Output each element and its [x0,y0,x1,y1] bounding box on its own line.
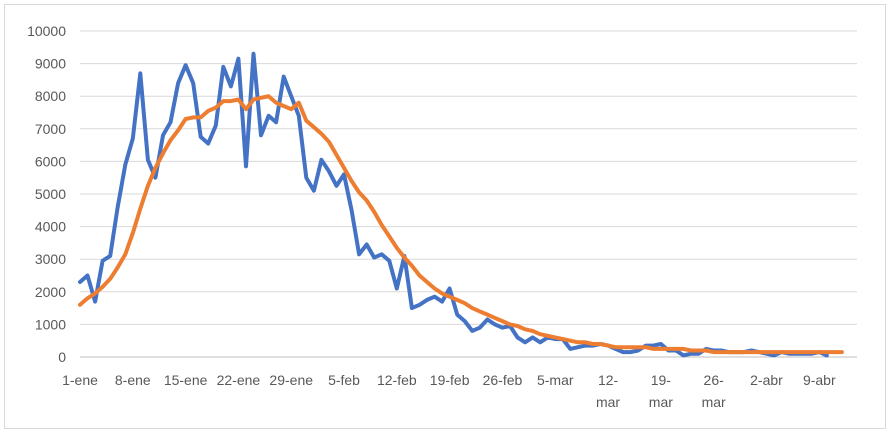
chart-frame: 0 1000 2000 3000 4000 5000 6000 7000 8000 9000 100… [4,4,886,429]
x-tick-label: 8-ene [115,372,151,388]
x-tick-label: 29-ene [269,372,313,388]
x-axis-labels: 1-ene 8-ene 15-ene 22-ene 29-ene 5-feb 12-feb 1… [62,372,836,410]
x-tick-label: 5-feb [328,372,360,388]
y-tick-label: 2000 [35,284,66,300]
line-chart: 0 1000 2000 3000 4000 5000 6000 7000 8000 9000 100… [27,23,857,410]
y-tick-label: 8000 [35,88,66,104]
y-tick-label: 9000 [35,56,66,72]
series-lines [78,51,844,358]
x-tick-label: 26-mar [702,372,726,410]
x-tick-label: 22-ene [217,372,261,388]
x-tick-label: 2-abr [750,372,783,388]
x-tick-label: 19-mar [649,372,673,410]
gridlines [80,30,857,358]
y-axis-labels: 0 1000 2000 3000 4000 5000 6000 7000 8000 9000 100… [27,23,66,365]
y-tick-label: 4000 [35,219,66,235]
x-tick-label: 5-mar [537,372,574,388]
y-tick-label: 1000 [35,316,66,332]
y-tick-label: 7000 [35,121,66,137]
x-tick-label: 19-feb [430,372,470,388]
x-tick-label: 1-ene [62,372,98,388]
y-tick-label: 0 [58,349,66,365]
x-tick-label: 12-mar [596,372,620,410]
y-tick-label: 6000 [35,153,66,169]
x-tick-label: 12-feb [377,372,417,388]
y-tick-label: 10000 [27,23,66,39]
series-line-1 [78,51,829,358]
x-tick-label: 15-ene [164,372,208,388]
y-tick-label: 3000 [35,251,66,267]
x-tick-label: 9-abr [803,372,836,388]
series-line-2 [78,94,844,355]
y-tick-label: 5000 [35,186,66,202]
x-tick-label: 26-feb [483,372,523,388]
